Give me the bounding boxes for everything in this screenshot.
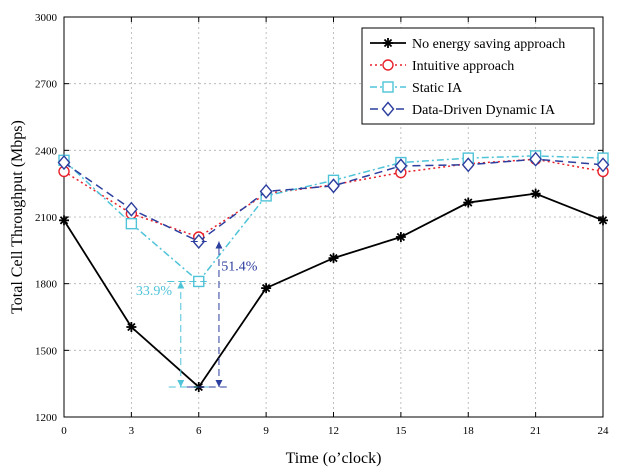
legend-label: Intuitive approach [412,59,514,74]
marker-square [382,81,394,93]
marker-diamond [124,201,138,217]
x-tick-label: 3 [129,425,135,437]
marker-star [530,188,541,199]
x-axis-label: Time (o’clock) [286,450,382,467]
y-tick-label: 3000 [35,12,58,24]
marker-star [598,215,608,226]
x-tick-label: 12 [328,425,339,437]
series-line [63,158,604,243]
y-tick-label: 1800 [35,279,58,291]
arrow-head [215,380,223,387]
marker-star [261,283,272,294]
marker-diamond [381,101,395,117]
y-axis-label: Total Cell Throughput (Mbps) [9,120,26,314]
marker-diamond [259,183,273,200]
annotation-label: 51.4% [221,259,257,274]
annotation-1: 51.4% [186,240,258,388]
marker-diamond [529,151,543,167]
arrow-head [215,241,223,249]
arrow-head [177,281,185,289]
marker-star [59,215,69,226]
marker-diamond [461,157,475,173]
annotation-label: 33.9% [136,284,173,299]
marker-diamond [192,233,206,250]
legend-label: Static IA [412,81,463,96]
legend-item-3: Data-Driven Dynamic IA [370,101,556,118]
legend-item-0: No energy saving approach [370,37,565,52]
annotation-0: 33.9% [136,280,209,388]
marker-diamond [57,154,71,171]
marker-square [125,217,138,230]
legend-label: Data-Driven Dynamic IA [412,103,556,118]
marker-star [328,253,339,264]
legend-box [361,27,595,125]
marker-star [463,197,474,208]
x-tick-label: 6 [196,425,202,437]
marker-star [383,38,393,48]
legend-label: No energy saving approach [412,37,565,52]
x-tick-label: 18 [463,425,475,437]
y-tick-label: 1500 [35,345,58,357]
x-tick-label: 9 [263,425,269,437]
x-tick-label: 24 [598,425,610,437]
marker-diamond [596,157,610,173]
arrow-head [177,380,185,387]
y-tick-label: 2700 [35,79,58,91]
legend-item-2: Static IA [370,81,463,96]
x-tick-label: 15 [395,425,407,437]
series-line [63,158,604,238]
marker-star [126,322,137,332]
legend: No energy saving approach Intuitive appro… [361,27,595,125]
x-tick-label: 0 [61,425,67,437]
axis-ticks: 0 3 6 9 12 15 18 21 24 1200 1500 1800 2100 2400 2700 30… [35,12,609,437]
x-tick-label: 21 [530,425,541,437]
series-line [63,155,604,283]
y-tick-label: 1200 [35,412,58,424]
series-lines [57,150,610,392]
marker-diamond [394,158,408,174]
marker-circle [382,59,394,71]
series-0 [59,188,608,392]
marker-diamond [327,178,340,194]
legend-item-1: Intuitive approach [370,59,514,74]
y-tick-label: 2100 [35,212,58,224]
marker-star [395,232,406,242]
y-tick-label: 2400 [35,145,58,157]
annotations: 33.9% 51.4% [136,240,258,388]
series-3 [57,151,610,250]
